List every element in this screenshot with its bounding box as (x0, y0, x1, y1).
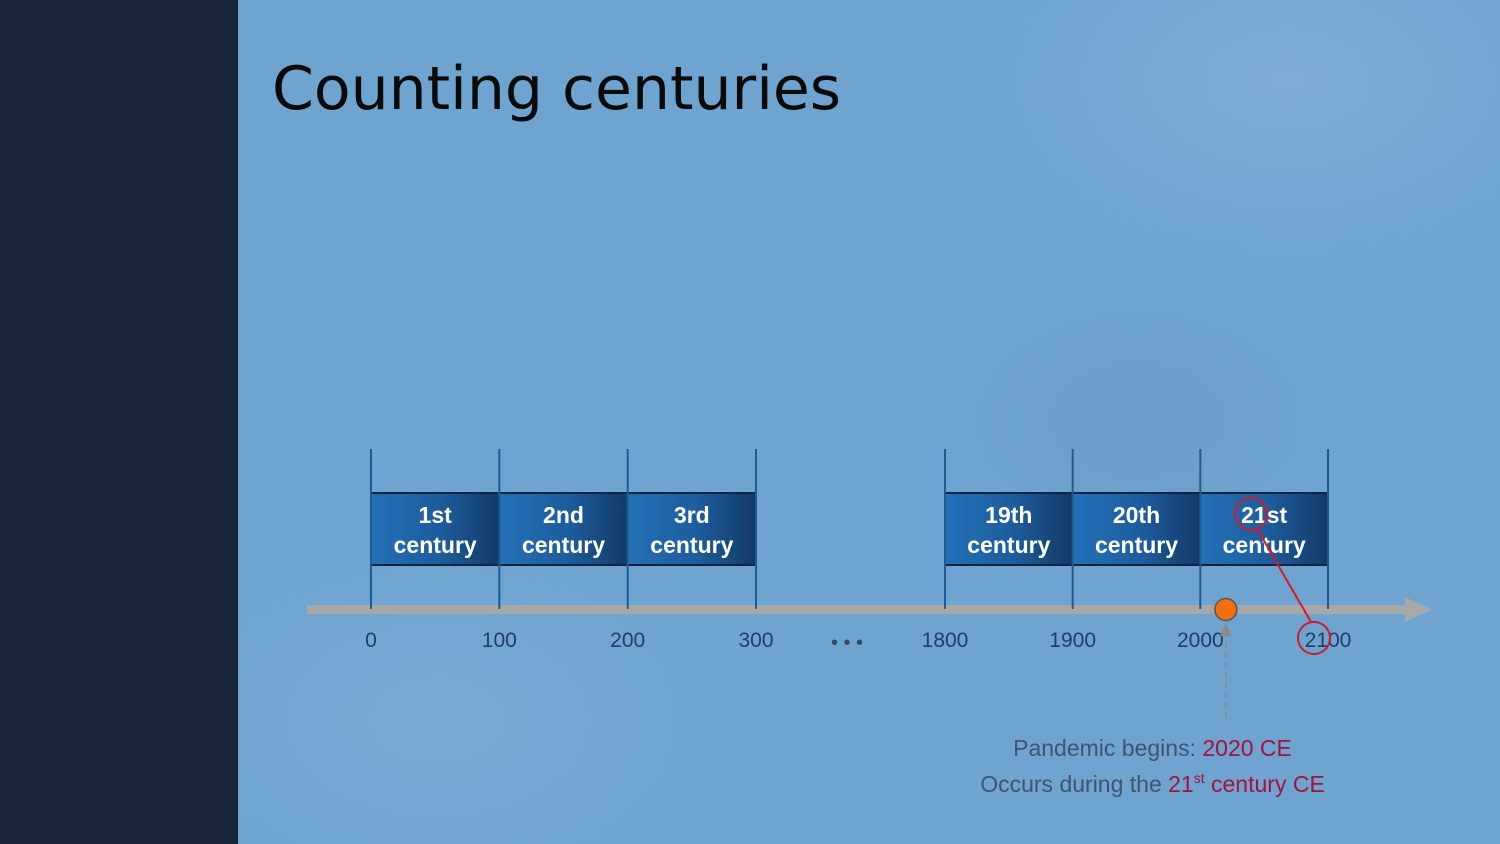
annotation-circle-century-digits (1234, 497, 1269, 531)
event-caption: Pandemic begins: 2020 CE Occurs during t… (930, 730, 1375, 802)
slide-title: Counting centuries (272, 54, 842, 124)
tick-label: 200 (610, 629, 645, 652)
event-pointer-arrowhead (1219, 623, 1232, 636)
caption-line-2: Occurs during the 21st century CE (930, 766, 1375, 802)
century-label-ordinal: 3rd (674, 502, 710, 528)
tick-label: 0 (365, 629, 377, 652)
century-box (627, 492, 756, 566)
tick-label: 2100 (1305, 629, 1352, 652)
caption-line-1: Pandemic begins: 2020 CE (930, 730, 1375, 766)
century-box (1072, 492, 1201, 566)
century-suffix: century CE (1204, 771, 1325, 797)
century-number: 21 (1168, 771, 1194, 797)
event-year-highlight: 2020 CE (1202, 735, 1292, 761)
tick-label: 300 (738, 629, 773, 652)
century-ordinal-suffix: st (1193, 770, 1205, 786)
century-box (499, 492, 628, 566)
century-label-ordinal: 20th (1113, 502, 1160, 528)
century-label-ordinal: 19th (985, 502, 1032, 528)
century-box (371, 492, 500, 566)
century-label-word: century (1223, 532, 1306, 558)
tick-label: 2000 (1177, 629, 1224, 652)
ellipsis-icon: • • • (831, 632, 863, 654)
annotation-circle-year-digits (1297, 621, 1331, 655)
century-label-word: century (394, 532, 477, 558)
tick-label: 100 (482, 629, 517, 652)
century-label-word: century (1095, 532, 1178, 558)
annotation-connector-line (1256, 528, 1312, 623)
century-box (945, 492, 1073, 566)
century-label-word: century (522, 532, 605, 558)
slide-background (238, 0, 1500, 844)
sidebar-panel (0, 0, 238, 844)
century-highlight: 21st century CE (1168, 771, 1325, 797)
century-label-word: century (650, 532, 733, 558)
tick-label: 1900 (1049, 629, 1096, 652)
event-marker-dot (1214, 597, 1238, 622)
century-label-ordinal: 2nd (543, 502, 584, 528)
caption-line2-prefix: Occurs during the (980, 771, 1169, 797)
century-label-ordinal: 1st (419, 502, 453, 528)
tick-label: 1800 (922, 629, 969, 652)
caption-line1-prefix: Pandemic begins: (1013, 735, 1203, 761)
timeline-arrowhead (1405, 597, 1432, 622)
century-label-word: century (967, 532, 1050, 558)
timeline-axis (307, 605, 1407, 614)
